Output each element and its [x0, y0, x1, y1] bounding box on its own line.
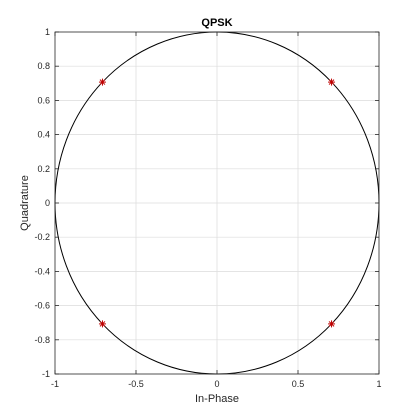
- constellation-point: [328, 320, 336, 328]
- x-tick-label: 1: [376, 379, 381, 389]
- y-tick-label: 0.8: [37, 61, 50, 71]
- y-tick-label: -0.6: [34, 301, 50, 311]
- y-tick-label: 0: [45, 198, 50, 208]
- chart-title: QPSK: [201, 17, 232, 29]
- marker-stroke: [328, 321, 335, 327]
- y-tick-label: 1: [45, 27, 50, 37]
- y-tick-label: 0.6: [37, 95, 50, 105]
- marker-stroke: [99, 79, 106, 85]
- y-tick-label: -1: [42, 369, 50, 379]
- x-tick-label: 0.5: [292, 379, 305, 389]
- plot-area: -1 -0.5 0 0.5 1 -1 -0.8 -0.6 -0.4 -0.2 0 0.2 0.4 0.6 0…: [34, 27, 381, 389]
- y-tick-label: 0.2: [37, 164, 50, 174]
- y-axis-label: Quadrature: [19, 175, 31, 231]
- constellation-point: [98, 78, 106, 86]
- x-axis-label: In-Phase: [195, 393, 239, 405]
- y-tick-label: -0.2: [34, 232, 50, 242]
- marker-stroke: [328, 79, 335, 85]
- y-tick-label: 0.4: [37, 130, 50, 140]
- y-tick-label: -0.4: [34, 266, 50, 276]
- y-tick-label: -0.8: [34, 335, 50, 345]
- marker-stroke: [99, 321, 106, 327]
- constellation-point: [328, 78, 336, 86]
- constellation-point: [98, 320, 106, 328]
- x-tick-label: -1: [51, 379, 59, 389]
- x-tick-label: -0.5: [128, 379, 144, 389]
- x-tick-label: 0: [214, 379, 219, 389]
